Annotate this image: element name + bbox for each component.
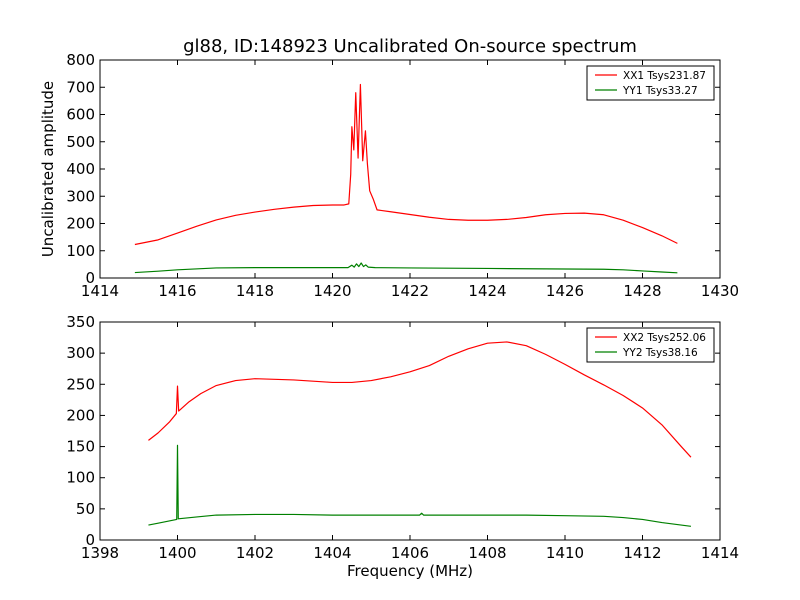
chart-bottom-xtick-label: 1414 (701, 544, 739, 562)
chart-bottom-series-xx2-line (148, 341, 692, 458)
chart-top-xtick-label: 1414 (81, 282, 119, 300)
chart-top-series-xx1-line (134, 83, 678, 246)
chart-top-xtick-label: 1420 (313, 282, 351, 300)
chart-bottom-ytick-label: 250 (66, 375, 95, 393)
chart-top: gl88, ID:148923 Uncalibrated On-source s… (39, 36, 739, 300)
chart-bottom-xtick-label: 1406 (391, 544, 429, 562)
chart-bottom-ytick-label: 350 (66, 313, 95, 331)
chart-top-series-yy1-line (134, 262, 678, 274)
chart-bottom-legend: XX2 Tsys252.06 YY2 Tsys38.16 (586, 327, 715, 363)
chart-bottom-xtick-label: 1402 (236, 544, 274, 562)
chart-top-title: gl88, ID:148923 Uncalibrated On-source s… (183, 36, 637, 57)
chart-bottom-xtick-label: 1398 (81, 544, 119, 562)
chart-top-xtick-label: 1418 (236, 282, 274, 300)
chart-top-ytick-label: 300 (66, 187, 95, 205)
chart-bottom-xtick-label: 1404 (313, 544, 351, 562)
chart-bottom-xtick-label: 1408 (468, 544, 506, 562)
chart-top-ylabel: Uncalibrated amplitude (39, 81, 57, 257)
chart-top-ytick-label: 100 (66, 242, 95, 260)
chart-bottom-xtick-label: 1412 (623, 544, 661, 562)
chart-bottom-xlabel: Frequency (MHz) (347, 562, 473, 580)
chart-bottom-ytick-label: 200 (66, 406, 95, 424)
chart-bottom-legend-box (586, 327, 715, 363)
chart-top-ytick-label: 600 (66, 106, 95, 124)
chart-bottom-legend-label: XX2 Tsys252.06 (623, 332, 706, 344)
chart-top-xtick-label: 1428 (623, 282, 661, 300)
chart-top-legend-box (586, 65, 715, 101)
chart-top-legend-label: YY1 Tsys33.27 (622, 85, 698, 97)
chart-top-xtick-label: 1416 (158, 282, 196, 300)
chart-top-legend: XX1 Tsys231.87 YY1 Tsys33.27 (586, 65, 715, 101)
chart-top-xtick-label: 1426 (546, 282, 584, 300)
chart-top-xtick-label: 1424 (468, 282, 506, 300)
chart-bottom-legend-label: YY2 Tsys38.16 (622, 347, 698, 359)
chart-top-xtick-label: 1422 (391, 282, 429, 300)
chart-bottom-xtick-label: 1400 (158, 544, 196, 562)
chart-top-ytick-label: 200 (66, 215, 95, 233)
chart-top-xtick-label: 1430 (701, 282, 739, 300)
chart-top-ytick-label: 700 (66, 78, 95, 96)
chart-top-legend-label: XX1 Tsys231.87 (623, 70, 706, 82)
chart-bottom: Frequency (MHz) 1398 1400 1402 1404 1406 1408… (66, 313, 739, 580)
chart-bottom-ytick-label: 50 (76, 500, 95, 518)
chart-bottom-series-yy2-line (148, 444, 692, 527)
chart-top-ytick-label: 0 (85, 269, 95, 287)
chart-bottom-ytick-label: 300 (66, 344, 95, 362)
chart-top-ytick-label: 500 (66, 133, 95, 151)
chart-bottom-ytick-label: 0 (85, 531, 95, 549)
chart-bottom-ytick-label: 150 (66, 438, 95, 456)
chart-bottom-xtick-label: 1410 (546, 544, 584, 562)
chart-top-ytick-label: 400 (66, 160, 95, 178)
chart-top-ytick-label: 800 (66, 51, 95, 69)
chart-bottom-ytick-label: 100 (66, 469, 95, 487)
